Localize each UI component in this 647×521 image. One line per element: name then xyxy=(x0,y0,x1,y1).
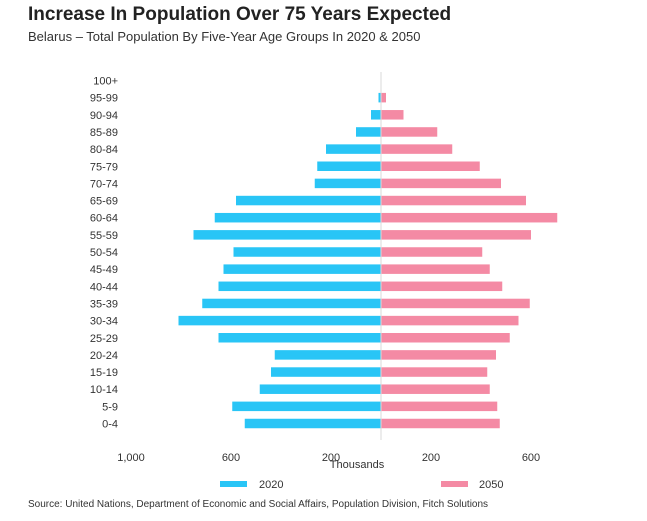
bar-2020-75-79 xyxy=(317,161,381,171)
age-group-label-20-24: 20-24 xyxy=(90,350,118,362)
age-group-label-50-54: 50-54 xyxy=(90,247,118,259)
x-tick-label: 600 xyxy=(222,452,240,464)
age-group-label-15-19: 15-19 xyxy=(90,367,118,379)
chart-title: Increase In Population Over 75 Years Exp… xyxy=(28,4,452,25)
bar-2020-90-94 xyxy=(371,110,381,120)
age-group-label-55-59: 55-59 xyxy=(90,230,118,242)
age-group-label-65-69: 65-69 xyxy=(90,196,118,208)
bar-2050-5-9 xyxy=(381,401,498,412)
x-tick-label: 1,000 xyxy=(117,452,145,464)
x-tick-label: 200 xyxy=(322,452,340,464)
age-group-label-10-14: 10-14 xyxy=(90,384,118,396)
bar-2020-20-24 xyxy=(274,350,381,360)
bar-2020-40-44 xyxy=(218,281,381,292)
bar-2050-80-84 xyxy=(381,144,453,154)
x-tick-label: 600 xyxy=(522,452,540,464)
legend-swatch-2020 xyxy=(220,481,247,487)
legend-label-2050: 2050 xyxy=(479,479,503,491)
age-group-label-100plus: 100+ xyxy=(93,76,118,88)
bar-2050-85-89 xyxy=(381,127,438,137)
bar-2050-45-49 xyxy=(381,264,490,274)
bar-2050-65-69 xyxy=(381,195,526,206)
population-pyramid-chart: 100+ 95-99 90-94 85-89 80-84 75-79 70-74 65-69 6… xyxy=(90,72,558,491)
bar-2020-60-64 xyxy=(214,212,381,223)
bar-2050-70-74 xyxy=(381,178,501,189)
bar-2020-80-84 xyxy=(326,144,381,154)
bar-2050-75-79 xyxy=(381,161,480,171)
age-group-label-45-49: 45-49 xyxy=(90,264,118,276)
bar-2050-20-24 xyxy=(381,350,496,360)
age-group-label-95-99: 95-99 xyxy=(90,93,118,105)
source-note: Source: United Nations, Department of Ec… xyxy=(28,499,489,510)
bar-2020-85-89 xyxy=(356,127,381,137)
age-group-label-35-39: 35-39 xyxy=(90,298,118,310)
bar-2050-35-39 xyxy=(381,298,530,309)
bar-2050-60-64 xyxy=(381,212,558,223)
age-group-label-60-64: 60-64 xyxy=(90,213,118,225)
age-group-label-5-9: 5-9 xyxy=(102,401,118,413)
chart-subtitle: Belarus – Total Population By Five-Year … xyxy=(28,29,421,44)
bar-2050-95-99 xyxy=(381,92,386,103)
bar-2020-0-4 xyxy=(244,418,381,429)
bar-2020-65-69 xyxy=(236,195,381,206)
legend-label-2020: 2020 xyxy=(259,479,283,491)
bar-2020-55-59 xyxy=(193,230,381,240)
bar-2050-15-19 xyxy=(381,367,488,377)
bar-2020-25-29 xyxy=(218,333,381,343)
x-tick-label: 200 xyxy=(422,452,440,464)
age-group-label-80-84: 80-84 xyxy=(90,144,118,156)
bar-2020-10-14 xyxy=(259,384,381,394)
x-axis-title: Thousands xyxy=(330,459,385,471)
bar-2050-25-29 xyxy=(381,333,510,343)
age-group-label-90-94: 90-94 xyxy=(90,110,118,122)
bar-2050-55-59 xyxy=(381,230,531,240)
bar-2050-30-34 xyxy=(381,315,519,326)
age-group-label-75-79: 75-79 xyxy=(90,161,118,173)
bar-2050-0-4 xyxy=(381,418,500,429)
bar-2020-50-54 xyxy=(233,247,381,257)
age-group-label-0-4: 0-4 xyxy=(102,419,118,431)
bar-2050-10-14 xyxy=(381,384,490,394)
bar-2020-95-99 xyxy=(378,92,381,103)
bar-2020-30-34 xyxy=(178,315,381,326)
age-group-label-70-74: 70-74 xyxy=(90,178,118,190)
bar-2020-15-19 xyxy=(271,367,381,377)
bar-2020-35-39 xyxy=(202,298,381,309)
bar-2020-45-49 xyxy=(223,264,381,274)
bar-2050-50-54 xyxy=(381,247,483,257)
bar-2020-5-9 xyxy=(232,401,381,412)
age-group-label-30-34: 30-34 xyxy=(90,316,118,328)
legend-swatch-2050 xyxy=(441,481,468,487)
bar-2050-40-44 xyxy=(381,281,503,292)
bar-2050-90-94 xyxy=(381,110,404,120)
age-group-label-25-29: 25-29 xyxy=(90,333,118,345)
age-group-label-40-44: 40-44 xyxy=(90,281,118,293)
age-group-label-85-89: 85-89 xyxy=(90,127,118,139)
bar-2020-70-74 xyxy=(314,178,381,189)
